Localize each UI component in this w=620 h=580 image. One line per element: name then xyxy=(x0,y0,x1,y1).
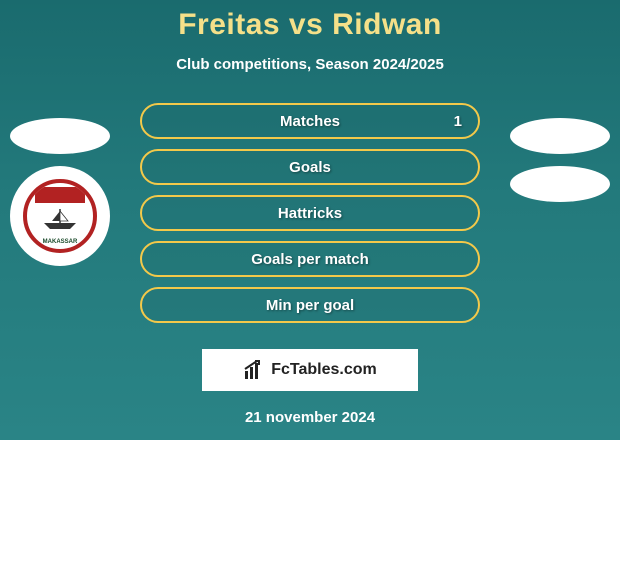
subtitle: Club competitions, Season 2024/2025 xyxy=(0,56,620,73)
club-badge-inner: MAKASSAR xyxy=(23,179,97,253)
club-badge-left: MAKASSAR xyxy=(10,166,110,266)
stat-label: Min per goal xyxy=(266,297,354,314)
page-title: Freitas vs Ridwan xyxy=(0,8,620,42)
badge-ship-icon xyxy=(40,207,80,229)
chart-icon xyxy=(243,359,265,381)
date-text: 21 november 2024 xyxy=(0,409,620,426)
fctables-label: FcTables.com xyxy=(271,361,377,379)
stat-row-min-per-goal: Min per goal xyxy=(140,287,480,323)
badge-brick-icon xyxy=(35,187,85,203)
player-right-column xyxy=(510,118,610,214)
player-right-oval-2 xyxy=(510,166,610,202)
comparison-panel: Freitas vs Ridwan Club competitions, Sea… xyxy=(0,0,620,440)
player-left-oval xyxy=(10,118,110,154)
stat-row-matches: Matches 1 xyxy=(140,103,480,139)
fctables-watermark[interactable]: FcTables.com xyxy=(202,349,418,391)
stat-label: Matches xyxy=(280,113,340,130)
badge-text: MAKASSAR xyxy=(43,239,78,245)
stat-label: Goals per match xyxy=(251,251,369,268)
player-left-column: MAKASSAR xyxy=(10,118,110,266)
stat-label: Goals xyxy=(289,159,331,176)
stat-value-right: 1 xyxy=(454,113,462,130)
stat-row-hattricks: Hattricks xyxy=(140,195,480,231)
stats-container: Matches 1 Goals Hattricks Goals per matc… xyxy=(140,103,480,323)
stat-row-goals-per-match: Goals per match xyxy=(140,241,480,277)
stat-row-goals: Goals xyxy=(140,149,480,185)
player-right-oval xyxy=(510,118,610,154)
stat-label: Hattricks xyxy=(278,205,342,222)
